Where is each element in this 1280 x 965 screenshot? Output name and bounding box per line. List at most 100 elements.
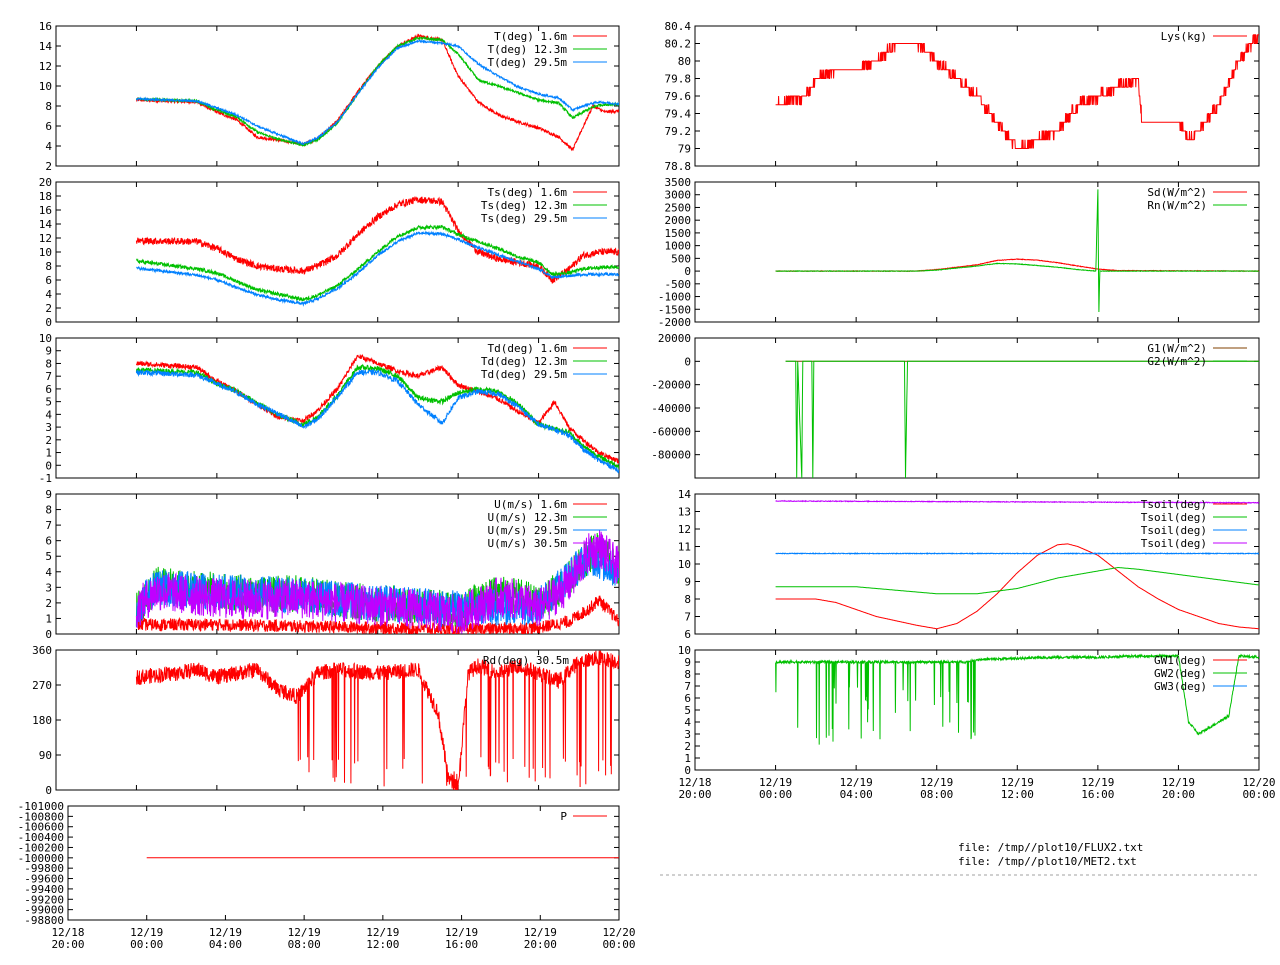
panel-gw: 01234567891012/1820:0012/1900:0012/1904:… bbox=[678, 644, 1276, 801]
y-tick-label: 9 bbox=[684, 576, 691, 589]
legend-label: Td(deg) 1.6m bbox=[488, 342, 568, 355]
x-tick-label: 20:00 bbox=[524, 938, 557, 951]
y-tick-label: 20 bbox=[39, 176, 52, 189]
x-tick-label: 12/19 bbox=[1081, 776, 1114, 789]
y-tick-label: -99600 bbox=[24, 873, 64, 886]
y-tick-label: 0 bbox=[45, 459, 52, 472]
y-tick-label: 10 bbox=[678, 558, 691, 571]
y-tick-label: -100400 bbox=[18, 831, 64, 844]
y-tick-label: 8 bbox=[45, 260, 52, 273]
legend-label: Sd(W/m^2) bbox=[1147, 186, 1207, 199]
x-tick-label: 12/19 bbox=[288, 926, 321, 939]
series-line-1 bbox=[775, 567, 1259, 595]
x-tick-label: 12/19 bbox=[759, 776, 792, 789]
x-tick-label: 08:00 bbox=[920, 788, 953, 801]
y-tick-label: 79.8 bbox=[665, 73, 692, 86]
plot-frame bbox=[55, 337, 620, 479]
y-tick-label: 1 bbox=[45, 612, 52, 625]
y-tick-label: 10 bbox=[39, 246, 52, 259]
y-tick-label: 270 bbox=[32, 679, 52, 692]
y-tick-label: 4 bbox=[45, 140, 52, 153]
x-tick-label: 12:00 bbox=[1001, 788, 1034, 801]
y-tick-label: 5 bbox=[45, 396, 52, 409]
y-tick-label: 6 bbox=[684, 692, 691, 705]
y-tick-label: 2 bbox=[45, 434, 52, 447]
x-tick-label: 12/19 bbox=[1162, 776, 1195, 789]
y-tick-label: 8 bbox=[45, 357, 52, 370]
y-tick-label: 16 bbox=[39, 204, 52, 217]
y-tick-label: 4 bbox=[45, 566, 52, 579]
y-tick-label: -60000 bbox=[651, 425, 691, 438]
y-tick-label: 14 bbox=[39, 218, 53, 231]
y-tick-label: 79 bbox=[678, 143, 691, 156]
series-group bbox=[775, 653, 1259, 745]
x-tick-label: 12/20 bbox=[602, 926, 635, 939]
y-tick-label: 2 bbox=[45, 597, 52, 610]
y-tick-label: 9 bbox=[684, 656, 691, 669]
y-tick-label: 2 bbox=[684, 740, 691, 753]
y-tick-label: 79.2 bbox=[665, 125, 692, 138]
legend-label: Ts(deg) 1.6m bbox=[488, 186, 568, 199]
series-group bbox=[135, 650, 619, 790]
y-tick-label: 7 bbox=[45, 370, 52, 383]
series-line-1 bbox=[135, 224, 619, 302]
y-tick-label: 79.4 bbox=[665, 108, 692, 121]
legend-label: Rn(W/m^2) bbox=[1147, 199, 1207, 212]
series-line-2 bbox=[136, 230, 619, 307]
legend-label: U(m/s) 12.3m bbox=[488, 511, 568, 524]
y-tick-label: 360 bbox=[32, 644, 52, 657]
y-tick-label: 11 bbox=[678, 541, 691, 554]
panel-p: -101000-100800-100600-100400-100200-1000… bbox=[18, 800, 636, 951]
x-tick-label: 12/19 bbox=[445, 926, 478, 939]
y-tick-label: 2 bbox=[45, 160, 52, 173]
y-tick-label: 20000 bbox=[658, 332, 691, 345]
legend-label: U(m/s) 30.5m bbox=[488, 537, 568, 550]
series-line-1 bbox=[785, 360, 1259, 478]
series-group bbox=[775, 34, 1259, 149]
y-tick-label: 90 bbox=[39, 749, 52, 762]
x-tick-label: 12/20 bbox=[1242, 776, 1275, 789]
series-line-2 bbox=[135, 368, 619, 474]
y-tick-label: 0 bbox=[684, 355, 691, 368]
y-tick-label: -99000 bbox=[24, 904, 64, 917]
y-tick-label: 1500 bbox=[665, 227, 692, 240]
y-tick-label: 1 bbox=[45, 447, 52, 460]
series-group bbox=[135, 196, 619, 307]
legend-label: Tsoil(deg) bbox=[1141, 511, 1207, 524]
y-tick-label: 10 bbox=[39, 332, 52, 345]
y-tick-label: 6 bbox=[45, 274, 52, 287]
y-tick-label: 0 bbox=[45, 316, 52, 329]
legend-label: U(m/s) 29.5m bbox=[488, 524, 568, 537]
plot-frame bbox=[694, 181, 1260, 323]
series-line-1 bbox=[775, 653, 1259, 745]
y-tick-label: 6 bbox=[684, 628, 691, 641]
y-tick-label: 2500 bbox=[665, 201, 692, 214]
y-tick-label: 8 bbox=[684, 593, 691, 606]
y-tick-label: 12 bbox=[39, 232, 52, 245]
footer-files: file: /tmp//plot10/FLUX2.txt file: /tmp/… bbox=[958, 841, 1143, 869]
y-tick-label: -1 bbox=[39, 472, 52, 485]
y-tick-label: 14 bbox=[678, 488, 692, 501]
y-tick-label: 13 bbox=[678, 506, 691, 519]
y-tick-label: 7 bbox=[684, 611, 691, 624]
y-tick-label: 3 bbox=[45, 581, 52, 594]
y-tick-label: 0 bbox=[45, 628, 52, 641]
series-line-0 bbox=[775, 34, 1259, 149]
panel-dir: 0 90 180 270 360 Rd(deg) 30.5m bbox=[32, 644, 620, 797]
plot-frame bbox=[55, 25, 620, 167]
y-tick-label: 80 bbox=[678, 55, 691, 68]
y-tick-label: 3 bbox=[684, 728, 691, 741]
y-tick-label: 12 bbox=[39, 60, 52, 73]
series-group bbox=[135, 33, 619, 152]
y-tick-label: 9 bbox=[45, 488, 52, 501]
x-tick-label: 12:00 bbox=[366, 938, 399, 951]
panel-t: 2 4 6 8 10 12 14 16 T(deg) 1.6mT(deg) 12.3mT(deg… bbox=[39, 20, 620, 173]
y-tick-label: 4 bbox=[45, 408, 52, 421]
x-tick-label: 12/19 bbox=[366, 926, 399, 939]
x-tick-label: 16:00 bbox=[1081, 788, 1114, 801]
y-tick-label: 4 bbox=[45, 288, 52, 301]
panel-lys: 78.8 79 79.2 79.4 79.6 79.8 80 80.2 80.4 Lys(kg) bbox=[665, 20, 1260, 173]
panel-tsoil: 67891011121314Tsoil(deg)Tsoil(deg)Tsoil(… bbox=[678, 488, 1260, 641]
x-tick-label: 12/19 bbox=[209, 926, 242, 939]
x-tick-label: 12/19 bbox=[1001, 776, 1034, 789]
